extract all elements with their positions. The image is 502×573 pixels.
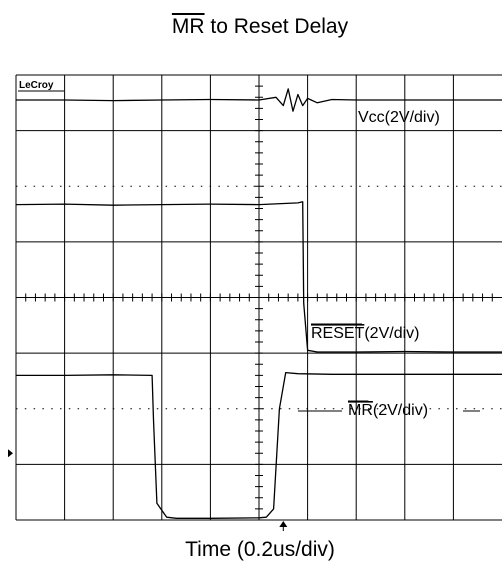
label-overline: MR [348,402,373,419]
ground-marker [8,449,13,458]
label-rest: (2V/div) [364,325,419,342]
label-mr: MR(2V/div) [348,402,428,419]
chart-title-rest: to Reset Delay [204,15,349,38]
graticule: LeCroy [15,74,502,521]
trace-reset [15,201,502,353]
brand-text: LeCroy [19,80,54,91]
chart-title: MR to Reset Delay [0,15,502,39]
chart-title-overline: MR [171,15,205,38]
label-reset: RESET(2V/div) [311,325,419,342]
x-axis-label: Time (0.2us/div) [185,538,335,561]
brand-label: LeCroy [18,80,64,92]
label-vcc: Vcc(2V/div) [358,109,440,126]
label-rest: (2V/div) [373,402,428,419]
marker-layer [8,449,288,531]
trace-label-layer: Vcc(2V/div)RESET(2V/div)MR(2V/div) [298,109,480,419]
trace-vcc [16,88,502,112]
trigger-marker [279,521,288,527]
trace-mr [16,371,502,519]
label-overline: RESET [311,325,365,342]
trace-layer [15,88,502,519]
label-rest: Vcc(2V/div) [358,109,440,126]
